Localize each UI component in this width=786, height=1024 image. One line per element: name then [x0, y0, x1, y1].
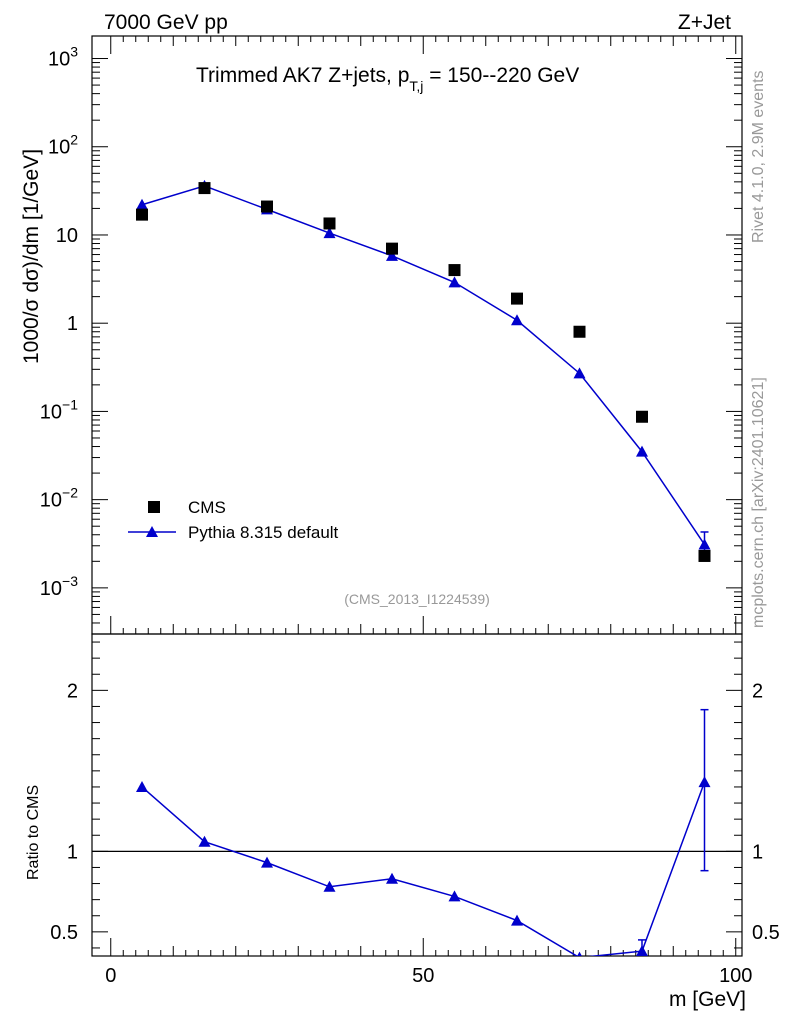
tick-base: 10: [40, 401, 62, 423]
tick-exponent: −3: [62, 573, 78, 589]
legend-marker-pythia: [146, 526, 158, 537]
ratio-y-tick-label-right: 0.5: [752, 922, 780, 944]
ratio-point: [636, 945, 648, 956]
cms-point: [573, 325, 586, 338]
legend-label-cms: CMS: [188, 498, 226, 517]
ratio-point: [448, 890, 461, 902]
main-y-tick-label: 10: [56, 225, 78, 247]
tick-base: 10: [56, 225, 78, 247]
ratio-y-tick-label: 1: [67, 841, 78, 863]
legend: CMS Pythia 8.315 default: [128, 498, 339, 542]
rivet-version-label: Rivet 4.1.0, 2.9M events: [750, 70, 767, 243]
main-y-tick-label: 10−1: [40, 396, 78, 423]
mcplots-label: mcplots.cern.ch [arXiv:2401.10621]: [750, 377, 767, 628]
title-part-rest: = 150--220 GeV: [423, 64, 579, 87]
pythia-point: [511, 314, 523, 326]
main-y-axis-label: 1000/σ dσ)/dm [1/GeV]: [20, 149, 43, 364]
x-tick-label: 0: [105, 965, 116, 987]
cms-point: [698, 549, 711, 562]
main-plot-frame: [91, 35, 743, 635]
cms-point: [448, 264, 461, 277]
tick-exponent: −2: [62, 485, 78, 501]
cms-point: [323, 217, 336, 230]
pythia-point: [386, 249, 398, 261]
legend-marker-cms: [148, 501, 160, 513]
pythia-point: [448, 276, 461, 288]
cms-point: [386, 242, 398, 255]
analysis-annotation: (CMS_2013_I1224539): [344, 591, 490, 607]
title-part-main: Trimmed AK7 Z+jets, p: [196, 64, 409, 87]
ratio-y-tick-label-right: 1: [752, 841, 763, 863]
ratio-point: [198, 835, 211, 847]
main-y-tick-label: 103: [48, 44, 78, 71]
header-process: Z+Jet: [678, 11, 731, 34]
main-y-tick-label: 102: [48, 132, 78, 159]
ratio-line: [141, 781, 706, 956]
cms-point: [136, 208, 148, 221]
ratio-y-tick-label: 2: [67, 680, 78, 702]
pythia-point: [636, 445, 648, 457]
ratio-series-group: [136, 708, 711, 956]
pythia-line: [141, 185, 706, 545]
title-part-sub: T,j: [409, 78, 423, 94]
cms-point: [511, 292, 523, 305]
header-energy: 7000 GeV pp: [104, 11, 228, 34]
tick-base: 1: [67, 313, 78, 335]
tick-base: 10: [48, 49, 70, 71]
ratio-point: [386, 872, 398, 884]
ratio-point: [136, 780, 148, 792]
main-y-tick-label: 10−3: [40, 573, 78, 600]
tick-base: 10: [48, 137, 70, 159]
tick-exponent: −1: [62, 396, 78, 412]
ratio-point: [577, 951, 582, 956]
tick-base: 10: [40, 578, 62, 600]
cms-point: [198, 182, 211, 195]
ratio-point: [698, 776, 711, 788]
data-layer: [136, 179, 711, 956]
ratio-y-axis-label: Ratio to CMS: [25, 785, 42, 880]
cms-point: [261, 200, 273, 213]
main-title: Trimmed AK7 Z+jets, pT,j = 150--220 GeV: [196, 64, 579, 94]
ratio-point: [511, 914, 523, 926]
pythia-point: [323, 227, 336, 239]
x-axis-label: m [GeV]: [669, 988, 746, 1011]
tick-exponent: 2: [70, 132, 78, 148]
ratio-y-tick-label-right: 2: [752, 680, 763, 702]
main-y-tick-label: 10−2: [40, 485, 78, 512]
cms-point: [636, 410, 648, 423]
tick-base: 10: [40, 490, 62, 512]
tick-exponent: 3: [70, 44, 78, 60]
ratio-point: [323, 880, 336, 892]
ratio-plot-frame: [91, 633, 743, 957]
ratio-y-tick-label: 0.5: [50, 922, 78, 944]
ratio-point: [261, 856, 273, 868]
pythia-point: [573, 367, 586, 379]
x-tick-label: 100: [719, 965, 752, 987]
x-tick-label: 50: [412, 965, 434, 987]
pythia-point: [136, 198, 148, 210]
main-y-tick-label: 1: [67, 313, 78, 335]
pythia-point: [698, 538, 711, 550]
legend-label-pythia: Pythia 8.315 default: [188, 523, 339, 542]
